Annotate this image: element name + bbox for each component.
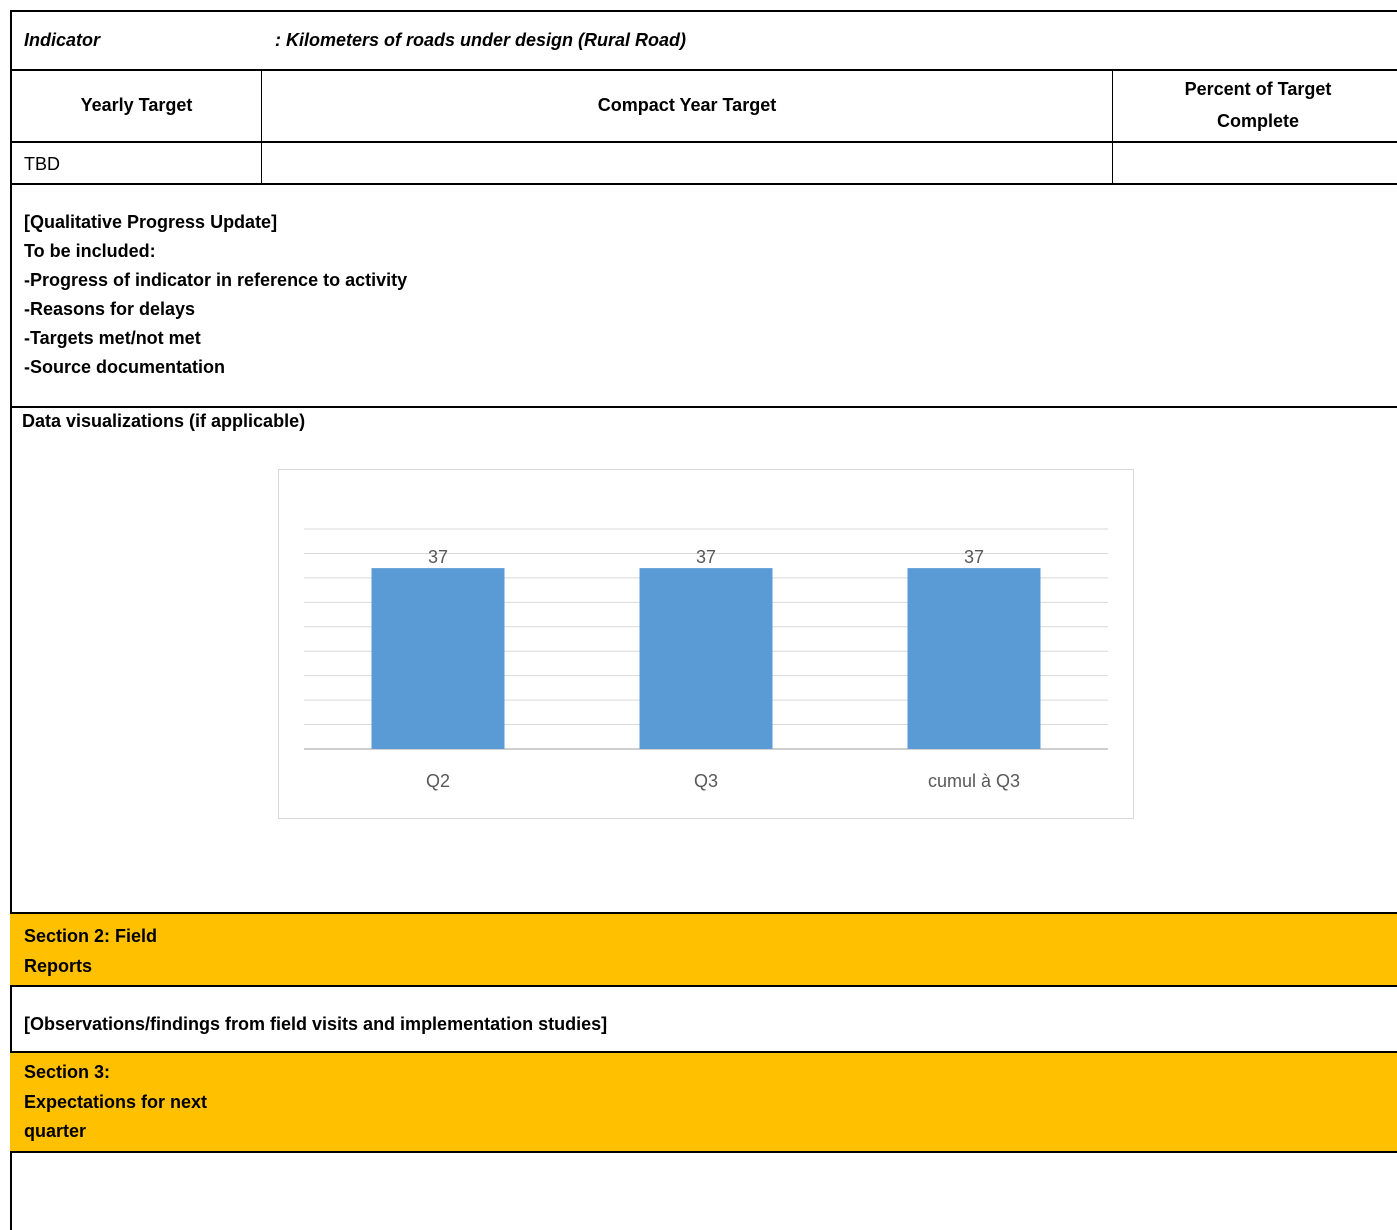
qualitative-heading: [Qualitative Progress Update] [24, 212, 278, 232]
section2-title-line2: Reports [24, 956, 93, 976]
divider [10, 183, 1397, 185]
bar [371, 568, 505, 749]
header-percent-complete-line2: Complete [1216, 111, 1299, 131]
data-label: 37 [428, 547, 448, 567]
yearly-target-value: TBD [24, 154, 60, 174]
header-yearly-target: Yearly Target [80, 95, 193, 115]
section2-body: [Observations/findings from field visits… [24, 1014, 608, 1034]
section3-header [10, 1051, 1397, 1152]
section2-title-line1: Section 2: Field [24, 926, 158, 946]
column-divider [1112, 70, 1113, 183]
visualizations-title: Data visualizations (if applicable) [22, 411, 306, 431]
section3-title-line3: quarter [24, 1121, 87, 1141]
qualitative-line: -Progress of indicator in reference to a… [24, 270, 408, 290]
category-label: Q3 [694, 771, 718, 791]
data-label: 37 [964, 547, 984, 567]
qualitative-line: -Targets met/not met [24, 328, 201, 348]
bar [907, 568, 1041, 749]
qualitative-line: -Source documentation [24, 357, 226, 377]
divider [10, 69, 1397, 71]
divider [10, 406, 1397, 408]
divider [10, 912, 1397, 914]
bar [639, 568, 773, 749]
divider [10, 141, 1397, 143]
table-top-border [10, 10, 1397, 12]
category-label: Q2 [426, 771, 450, 791]
indicator-value: : Kilometers of roads under design (Rura… [275, 30, 687, 50]
category-label: cumul à Q3 [928, 771, 1020, 791]
section2-header [10, 912, 1397, 985]
section3-title-line2: Expectations for next [24, 1092, 208, 1112]
qualitative-line: To be included: [24, 241, 156, 261]
divider [10, 985, 1397, 987]
data-label: 37 [696, 547, 716, 567]
column-divider [261, 70, 262, 183]
chart-container: 37 Q2 37 Q3 37 cumul à Q3 [278, 469, 1134, 819]
header-compact-year-target: Compact Year Target [597, 95, 777, 115]
indicator-label: Indicator [24, 30, 101, 50]
divider [10, 1151, 1397, 1153]
header-percent-complete-line1: Percent of Target [1184, 79, 1332, 99]
section3-title-line1: Section 3: [24, 1062, 111, 1082]
qualitative-line: -Reasons for delays [24, 299, 196, 319]
bar-chart: 37 Q2 37 Q3 37 cumul à Q3 [304, 528, 1108, 791]
divider [10, 1051, 1397, 1053]
table-left-border [10, 10, 12, 1230]
